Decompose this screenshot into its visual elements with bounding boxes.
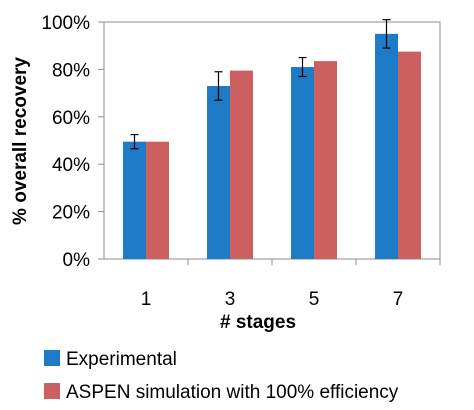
plot-area: 0% 20% 40% 60% 80% 100% 1 3 5 7: [41, 13, 441, 310]
bar-aspen: [146, 141, 169, 259]
bar-experimental: [207, 85, 230, 260]
y-tick-label: 20%: [52, 203, 90, 224]
bar-aspen: [230, 70, 253, 260]
y-tick-label: 60%: [52, 108, 90, 129]
bar-experimental: [375, 33, 398, 259]
y-tick-label: 40%: [52, 155, 90, 176]
bar-experimental: [291, 67, 314, 259]
x-tick-label: 3: [225, 289, 236, 310]
y-tick-label: 0%: [63, 250, 91, 271]
legend: Experimental ASPEN simulation with 100% …: [44, 349, 399, 403]
y-tick-label: 100%: [41, 13, 90, 34]
legend-swatch-experimental: [44, 350, 60, 366]
y-tick-label: 80%: [52, 60, 90, 81]
x-axis-title: # stages: [220, 312, 296, 333]
bar-aspen: [314, 61, 337, 260]
x-tick-label: 1: [141, 289, 152, 310]
y-axis-title: % overall recovery: [10, 57, 31, 225]
x-tick-label: 7: [393, 289, 404, 310]
legend-swatch-aspen: [44, 383, 60, 399]
bar-aspen: [398, 51, 421, 259]
legend-label-aspen: ASPEN simulation with 100% efficiency: [66, 382, 399, 403]
bar-experimental: [123, 141, 146, 259]
legend-label-experimental: Experimental: [66, 349, 177, 370]
x-tick-label: 5: [309, 289, 320, 310]
